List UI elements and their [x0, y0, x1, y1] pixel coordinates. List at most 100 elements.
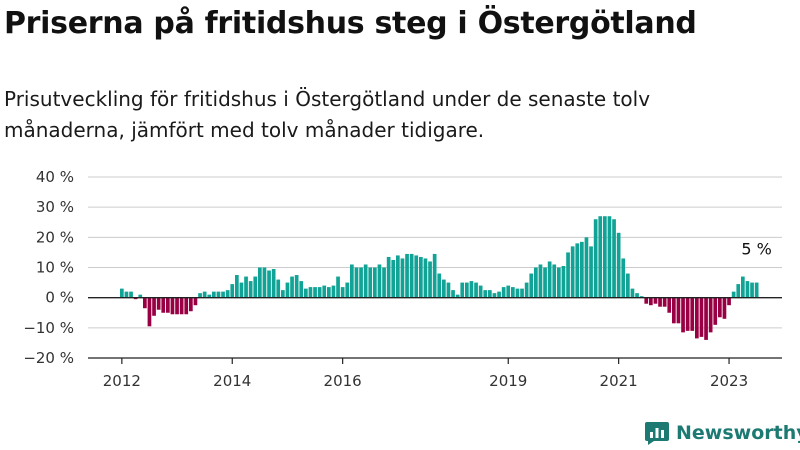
bar — [354, 267, 359, 298]
bar — [570, 246, 575, 298]
bar — [658, 297, 662, 307]
y-tick-label: −20 % — [23, 349, 74, 367]
x-tick-label: 2023 — [710, 372, 748, 390]
brand-name: Newsworthy — [676, 422, 800, 444]
bar — [170, 297, 175, 315]
bar — [699, 297, 704, 337]
bar — [566, 252, 570, 298]
bar — [593, 219, 598, 298]
bar — [603, 216, 607, 298]
bar — [359, 267, 363, 298]
bar — [557, 267, 561, 298]
bar — [161, 297, 166, 313]
bar — [308, 287, 313, 298]
bar — [414, 255, 419, 298]
bar — [216, 291, 221, 298]
x-tick-label: 2012 — [103, 372, 141, 390]
bar — [584, 237, 589, 298]
bar — [626, 273, 630, 298]
bar — [552, 264, 557, 298]
bar — [690, 297, 695, 331]
bar — [612, 219, 616, 298]
bar — [676, 297, 681, 324]
bar — [437, 273, 442, 298]
bar — [754, 282, 759, 298]
bar — [198, 293, 202, 298]
y-tick-label: 20 % — [36, 228, 74, 246]
bar — [225, 290, 230, 298]
y-tick-label: 0 % — [45, 289, 74, 307]
y-axis-tick-labels: −20 % −10 % 0 % 10 % 20 % 30 % 40 % — [23, 168, 74, 367]
x-tick-label: 2016 — [324, 372, 362, 390]
bar — [575, 243, 580, 298]
bar — [630, 288, 635, 298]
bar — [202, 291, 207, 298]
bar — [529, 273, 534, 298]
bar — [175, 297, 179, 315]
bar — [235, 275, 239, 298]
bar — [672, 297, 676, 324]
bar — [589, 246, 593, 298]
bar — [294, 275, 299, 298]
bar — [368, 267, 373, 298]
bar — [644, 297, 649, 304]
bar — [465, 282, 469, 298]
bar — [340, 287, 345, 298]
bar — [727, 297, 731, 306]
bar — [345, 282, 350, 298]
bar — [492, 293, 497, 298]
bar — [561, 265, 566, 298]
bar — [708, 297, 713, 333]
bar — [331, 285, 336, 298]
bar — [189, 297, 193, 312]
bar — [534, 267, 538, 298]
bar — [262, 267, 267, 298]
bar — [276, 279, 281, 298]
bar — [207, 294, 212, 298]
bar — [524, 282, 529, 298]
bars — [120, 216, 759, 340]
bar — [281, 290, 285, 298]
bar — [419, 256, 423, 298]
bar — [409, 253, 414, 298]
bar — [741, 276, 745, 298]
bar — [386, 256, 391, 298]
bar — [336, 276, 340, 298]
chart-title: Priserna på fritidshus steg i Östergötla… — [4, 6, 697, 41]
bar — [442, 279, 446, 298]
bar — [124, 291, 129, 298]
bar — [488, 290, 492, 298]
bar — [239, 282, 244, 298]
bar — [253, 276, 258, 298]
bar — [230, 284, 235, 298]
bar — [400, 258, 405, 298]
bar — [244, 276, 248, 298]
x-tick-label: 2019 — [489, 372, 527, 390]
bar — [152, 297, 156, 316]
bar — [120, 288, 124, 298]
bar — [248, 281, 253, 298]
bar — [616, 232, 621, 298]
bar — [451, 290, 455, 298]
bar — [511, 287, 515, 298]
bar — [731, 291, 736, 298]
bar — [382, 267, 386, 298]
bar — [460, 282, 465, 298]
chart-subtitle: Prisutveckling för fritidshus i Östergöt… — [4, 87, 651, 142]
bar — [313, 287, 317, 298]
bar — [713, 297, 718, 325]
bar — [221, 291, 225, 298]
x-tick-label: 2021 — [600, 372, 638, 390]
bar — [267, 270, 271, 298]
bar — [695, 297, 699, 339]
bar — [497, 291, 501, 298]
bar — [736, 284, 741, 298]
bar — [649, 297, 653, 306]
annotations: 5 % — [741, 240, 771, 259]
bar — [745, 281, 750, 298]
bar — [156, 297, 161, 310]
bar — [133, 297, 138, 300]
newsworthy-brand[interactable]: Newsworthy — [644, 420, 800, 446]
bar — [129, 291, 133, 298]
bar — [501, 287, 506, 298]
